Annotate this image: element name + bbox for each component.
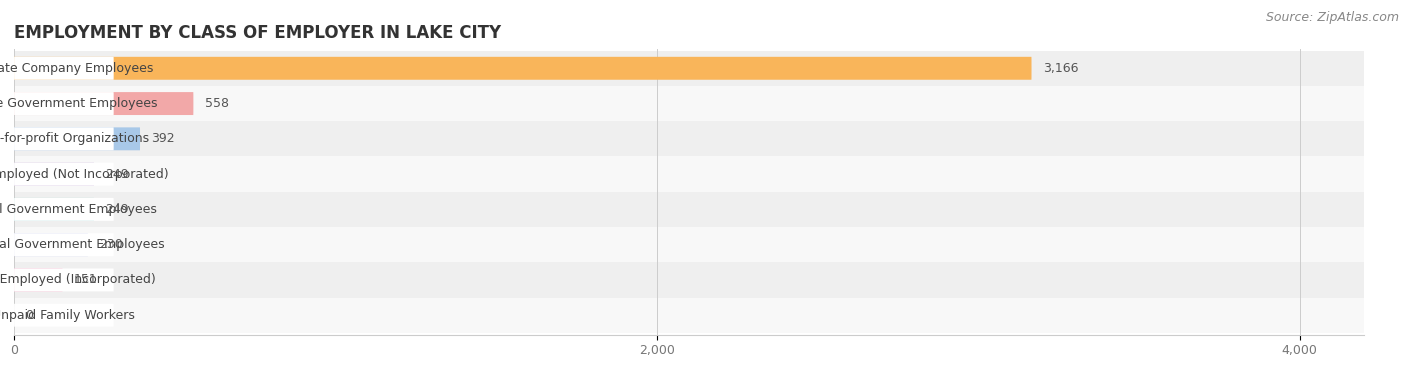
Text: 151: 151	[75, 273, 97, 287]
Text: Unpaid Family Workers: Unpaid Family Workers	[0, 309, 135, 322]
FancyBboxPatch shape	[14, 198, 114, 221]
Text: Federal Government Employees: Federal Government Employees	[0, 238, 165, 251]
Text: 558: 558	[205, 97, 229, 110]
FancyBboxPatch shape	[14, 233, 114, 256]
FancyBboxPatch shape	[14, 268, 114, 291]
Text: 0: 0	[25, 309, 34, 322]
Text: EMPLOYMENT BY CLASS OF EMPLOYER IN LAKE CITY: EMPLOYMENT BY CLASS OF EMPLOYER IN LAKE …	[14, 24, 501, 42]
FancyBboxPatch shape	[14, 262, 1364, 297]
Text: Not-for-profit Organizations: Not-for-profit Organizations	[0, 132, 149, 146]
Text: 3,166: 3,166	[1043, 62, 1078, 75]
FancyBboxPatch shape	[14, 57, 114, 80]
FancyBboxPatch shape	[14, 92, 114, 115]
Text: Source: ZipAtlas.com: Source: ZipAtlas.com	[1265, 11, 1399, 24]
Text: Local Government Employees: Local Government Employees	[0, 203, 157, 216]
FancyBboxPatch shape	[14, 268, 63, 291]
Text: 392: 392	[152, 132, 174, 146]
FancyBboxPatch shape	[14, 86, 1364, 121]
FancyBboxPatch shape	[14, 227, 1364, 262]
FancyBboxPatch shape	[14, 304, 114, 327]
FancyBboxPatch shape	[14, 57, 1032, 80]
FancyBboxPatch shape	[14, 163, 94, 186]
Text: 249: 249	[105, 203, 129, 216]
Text: 249: 249	[105, 168, 129, 180]
FancyBboxPatch shape	[14, 121, 1364, 156]
FancyBboxPatch shape	[14, 127, 114, 150]
FancyBboxPatch shape	[14, 198, 94, 221]
Text: Self-Employed (Not Incorporated): Self-Employed (Not Incorporated)	[0, 168, 169, 180]
FancyBboxPatch shape	[14, 156, 1364, 192]
FancyBboxPatch shape	[14, 297, 1364, 333]
Text: 230: 230	[100, 238, 122, 251]
FancyBboxPatch shape	[14, 163, 114, 186]
FancyBboxPatch shape	[14, 127, 141, 150]
FancyBboxPatch shape	[14, 51, 1364, 86]
Text: Self-Employed (Incorporated): Self-Employed (Incorporated)	[0, 273, 156, 287]
Text: Private Company Employees: Private Company Employees	[0, 62, 153, 75]
FancyBboxPatch shape	[14, 192, 1364, 227]
Text: State Government Employees: State Government Employees	[0, 97, 157, 110]
FancyBboxPatch shape	[14, 233, 89, 256]
FancyBboxPatch shape	[14, 92, 194, 115]
